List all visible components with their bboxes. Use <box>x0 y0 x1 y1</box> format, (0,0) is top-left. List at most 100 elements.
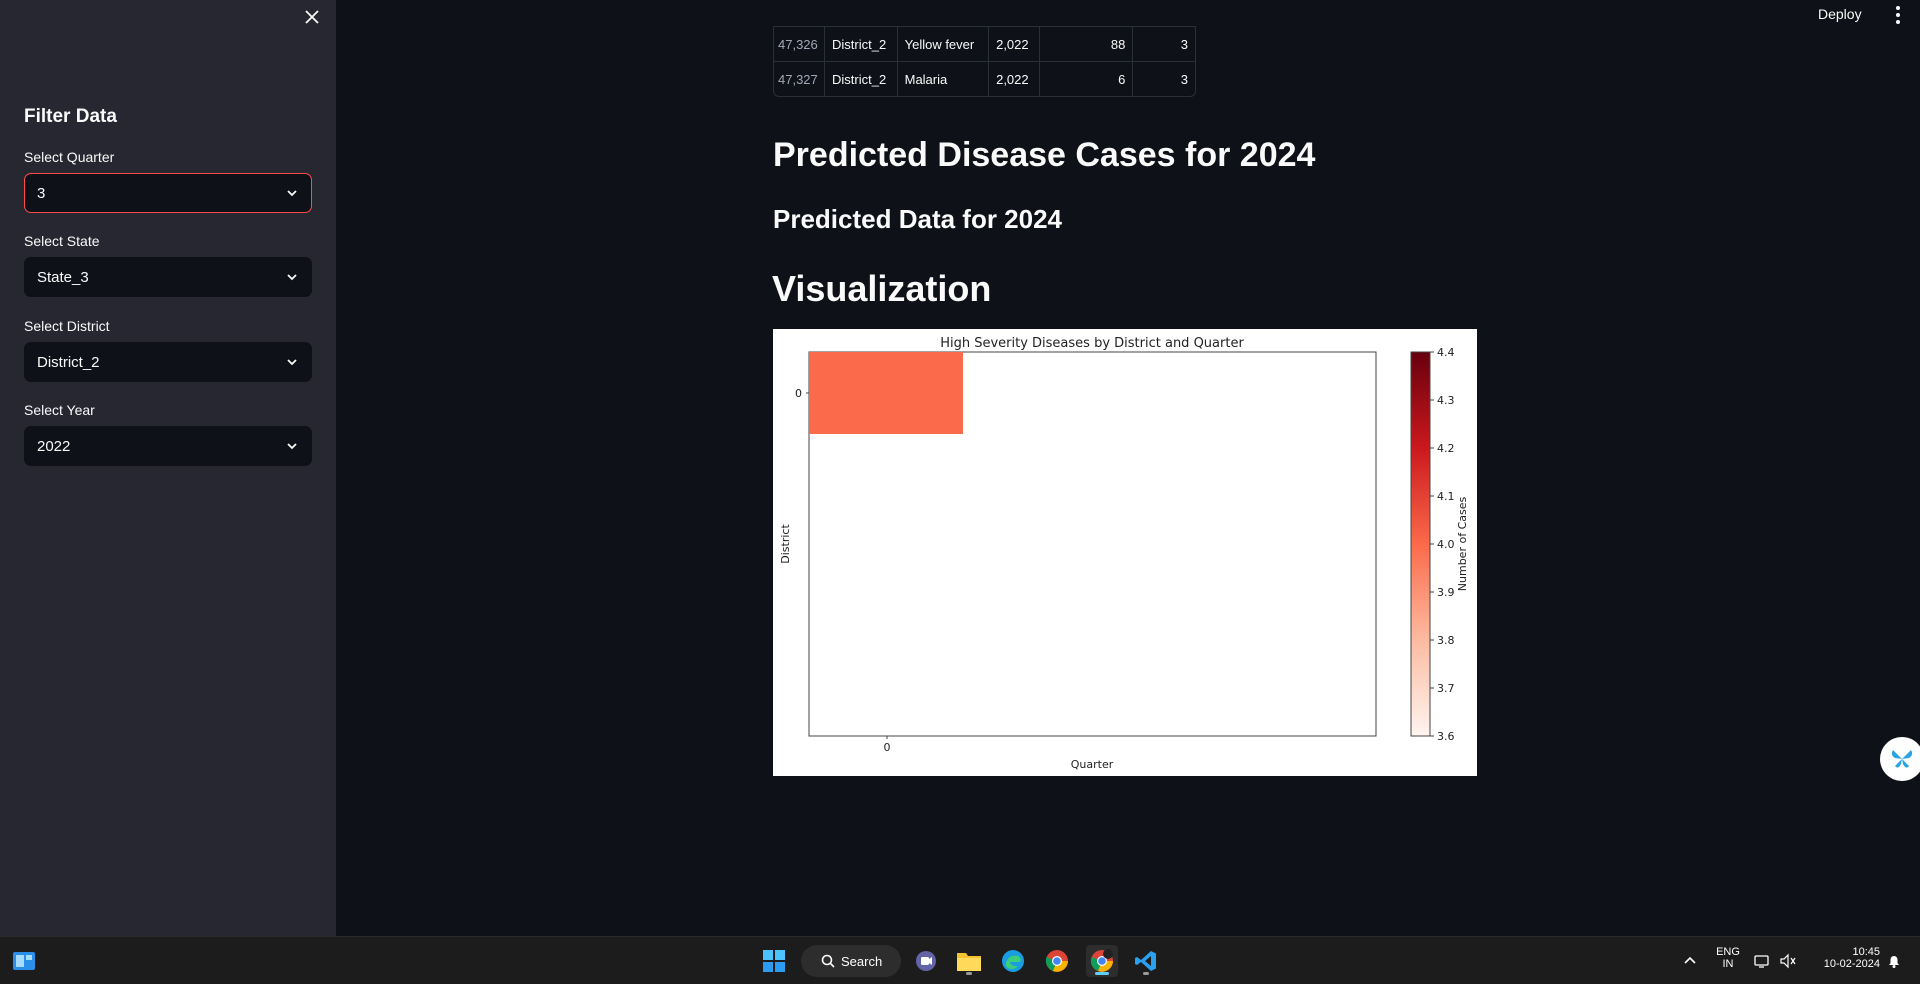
open-indicator <box>1143 972 1149 975</box>
colorbar-tick-label: 3.8 <box>1437 634 1455 647</box>
y-axis-label: District <box>779 524 792 564</box>
search-label: Search <box>841 953 883 969</box>
heatmap-chart: High Severity Diseases by District and Q… <box>773 329 1477 776</box>
vscode-button[interactable] <box>1130 945 1162 977</box>
filter-title: Filter Data <box>24 106 117 127</box>
taskbar-search[interactable]: Search <box>801 945 901 977</box>
colorbar-tick-label: 4.0 <box>1437 538 1455 551</box>
x-tick-label: 0 <box>884 741 891 754</box>
colorbar-tick-label: 4.3 <box>1437 394 1455 407</box>
table-row: 47,326 District_2 Yellow fever 2,022 88 … <box>774 26 1195 61</box>
language-indicator[interactable]: ENG IN <box>1714 946 1742 970</box>
cell-year: 2,022 <box>989 27 1040 61</box>
data-table[interactable]: 47,326 District_2 Yellow fever 2,022 88 … <box>773 26 1196 97</box>
row-index: 47,327 <box>774 62 825 96</box>
edge-button[interactable] <box>997 945 1029 977</box>
district-value: District_2 <box>37 353 100 371</box>
cell-severity: 3 <box>1180 36 1188 52</box>
kebab-dot <box>1896 12 1900 17</box>
year-value: 2022 <box>37 437 71 455</box>
kebab-icon <box>1896 6 1900 11</box>
clock-date: 10-02-2024 <box>1823 958 1880 970</box>
state-value: State_3 <box>37 268 89 286</box>
state-select[interactable]: State_3 <box>24 257 312 297</box>
butterfly-icon <box>1891 750 1913 768</box>
network-button[interactable] <box>1749 945 1777 977</box>
quarter-value: 3 <box>37 184 46 202</box>
network-icon <box>1754 955 1769 968</box>
y-tick-label: 0 <box>795 387 802 400</box>
vscode-icon <box>1135 951 1156 971</box>
kebab-dot <box>1896 19 1900 24</box>
taskbar: Search ENG IN 10:45 10-02-2024 <box>0 936 1920 984</box>
predicted-cases-heading: Predicted Disease Cases for 2024 <box>773 136 1316 174</box>
colorbar-tick-label: 3.7 <box>1437 682 1455 695</box>
cell-disease: Yellow fever <box>898 27 990 61</box>
chevron-down-icon <box>287 274 297 281</box>
deploy-button[interactable]: Deploy <box>1818 6 1862 22</box>
heatmap-cell <box>809 352 963 434</box>
colorbar-tick-label: 3.6 <box>1437 730 1455 743</box>
cell-year: 2,022 <box>989 62 1040 96</box>
chevron-down-icon <box>287 359 297 366</box>
clock[interactable]: 10:45 10-02-2024 <box>1810 946 1880 970</box>
cell-severity: 3 <box>1180 71 1188 87</box>
widgets-icon <box>13 952 35 970</box>
windows-icon <box>763 950 785 972</box>
cell-cases: 6 <box>1040 62 1134 96</box>
clock-time: 10:45 <box>1852 946 1880 958</box>
floating-assistant-button[interactable] <box>1880 737 1920 781</box>
edge-icon <box>1002 950 1024 972</box>
quarter-label: Select Quarter <box>24 149 115 165</box>
sidebar: Filter Data Select Quarter 3 Select Stat… <box>0 0 336 936</box>
year-label: Select Year <box>24 402 95 418</box>
table-row: 47,327 District_2 Malaria 2,022 6 3 <box>774 61 1195 96</box>
chevron-up-icon <box>1684 956 1696 964</box>
colorbar-tick-label: 4.2 <box>1437 442 1455 455</box>
close-sidebar-button[interactable] <box>301 6 323 28</box>
file-explorer-button[interactable] <box>953 945 985 977</box>
chrome-icon <box>1090 949 1113 972</box>
colorbar-tick-label: 3.9 <box>1437 586 1455 599</box>
chrome-button[interactable] <box>1041 945 1073 977</box>
chevron-down-icon <box>287 443 297 450</box>
volume-button[interactable] <box>1774 945 1802 977</box>
predicted-data-heading: Predicted Data for 2024 <box>773 204 1063 234</box>
volume-muted-icon <box>1780 953 1796 969</box>
cell-district: District_2 <box>825 62 898 96</box>
open-indicator <box>966 972 972 975</box>
quarter-select[interactable]: 3 <box>24 173 312 213</box>
colorbar-label: Number of Cases <box>1456 497 1469 592</box>
cell-disease: Malaria <box>898 62 990 96</box>
colorbar <box>1410 351 1431 737</box>
district-label: Select District <box>24 318 110 334</box>
folder-icon <box>957 953 981 971</box>
start-button[interactable] <box>758 945 790 977</box>
cell-district: District_2 <box>825 27 898 61</box>
year-select[interactable]: 2022 <box>24 426 312 466</box>
teams-button[interactable] <box>910 945 942 977</box>
colorbar-tick-label: 4.4 <box>1437 346 1455 359</box>
notifications-button[interactable] <box>1880 945 1908 977</box>
lang-bottom: IN <box>1722 958 1734 970</box>
main-menu-button[interactable] <box>1892 5 1904 25</box>
colorbar-tick-label: 4.1 <box>1437 490 1455 503</box>
widgets-button[interactable] <box>8 945 40 977</box>
chrome-icon <box>1045 950 1068 972</box>
chat-icon <box>916 951 936 971</box>
row-index: 47,326 <box>774 27 825 61</box>
heatmap-svg: High Severity Diseases by District and Q… <box>779 336 1469 771</box>
chart-title: High Severity Diseases by District and Q… <box>940 336 1244 351</box>
chrome-profile-button[interactable] <box>1086 945 1118 977</box>
chevron-down-icon <box>287 190 297 197</box>
visualization-heading: Visualization <box>772 268 992 309</box>
cell-cases: 88 <box>1040 27 1134 61</box>
district-select[interactable]: District_2 <box>24 342 312 382</box>
lang-top: ENG <box>1716 946 1740 958</box>
x-axis-label: Quarter <box>1071 758 1114 771</box>
state-label: Select State <box>24 233 100 249</box>
search-icon <box>821 954 835 968</box>
show-hidden-icons-button[interactable] <box>1674 945 1706 977</box>
bell-icon <box>1889 956 1899 968</box>
close-icon <box>305 10 319 24</box>
